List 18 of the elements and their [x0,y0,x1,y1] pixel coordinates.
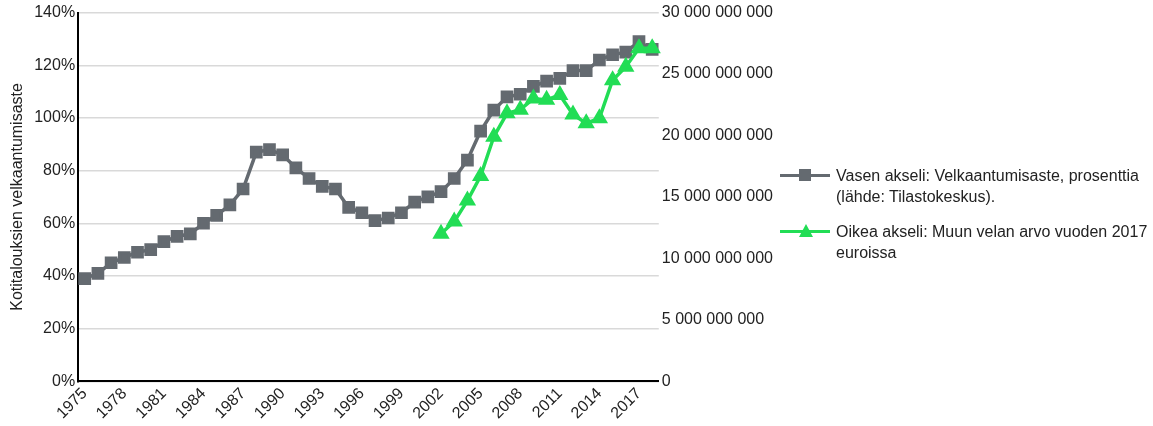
y2-tick-label: 20 000 000 000 [661,125,774,143]
y-tick-label: 100% [34,108,76,126]
y-tick-label: 60% [43,213,76,231]
y-tick-label: 80% [43,161,76,178]
legend-label: Oikea akseli: Muun velan arvo vuoden 2017 euroissa [836,222,1149,263]
y2-tick-label: 15 000 000 000 [661,187,774,205]
y2-tick-label: 0 [661,371,671,389]
y-axis-title: Kotitalouksien velkaantumisaste [8,82,26,311]
y2-tick-label: 30 000 000 000 [661,3,774,21]
y2-tick-label: 5 000 000 000 [661,310,765,328]
y-tick-label: 140% [34,3,76,21]
y-tick-label: 120% [34,55,76,73]
y-tick-label: 0% [52,371,76,389]
y-tick-label: 20% [43,319,76,336]
y-tick-label: 40% [43,266,76,284]
y2-tick-label: 10 000 000 000 [661,248,774,266]
y2-tick-label: 25 000 000 000 [661,64,774,82]
legend-label: Vasen akseli: Velkaantumisaste, prosenttia (lähde: Tilastokeskus). [836,166,1140,207]
